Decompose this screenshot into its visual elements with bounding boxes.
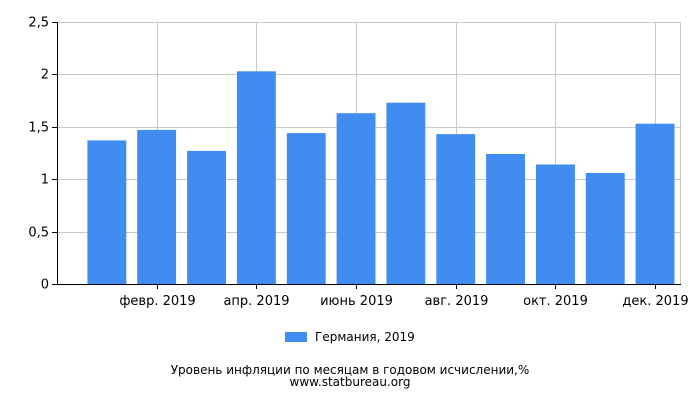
y-axis-tick-labels: 0 0,5 1 1,5 2 2,5 — [28, 16, 49, 293]
y-tick-label-2: 1 — [41, 173, 49, 188]
y-tick-label-1: 0,5 — [28, 226, 49, 241]
bar-9 — [536, 164, 575, 284]
bar-5 — [336, 113, 376, 284]
x-tick-label-2: июнь 2019 — [320, 294, 393, 309]
bar-6 — [386, 102, 426, 284]
x-tick-label-3: авг. 2019 — [425, 294, 489, 309]
chart-legend: Германия, 2019 — [0, 330, 700, 344]
bar-10 — [585, 172, 625, 284]
y-tick-label-3: 1,5 — [28, 121, 49, 136]
bar-7 — [436, 134, 476, 284]
bar-8 — [486, 154, 525, 284]
source-url: www.statbureau.org — [289, 375, 411, 389]
bar-2 — [187, 150, 226, 284]
x-axis-tick-labels: февр. 2019 апр. 2019 июнь 2019 авг. 2019 окт… — [119, 294, 688, 309]
x-tick-label-1: апр. 2019 — [223, 294, 289, 309]
x-tick-label-4: окт. 2019 — [523, 294, 588, 309]
y-tick-label-4: 2 — [41, 68, 49, 83]
x-tick-label-5: дек. 2019 — [622, 294, 688, 309]
bar-4 — [286, 133, 326, 284]
legend-label: Германия, 2019 — [315, 330, 415, 344]
x-tick-label-0: февр. 2019 — [119, 294, 195, 309]
chart-caption: Уровень инфляции по месяцам в годовом ис… — [170, 363, 530, 377]
chart-bars — [87, 71, 675, 284]
legend-swatch — [285, 331, 308, 342]
bar-11 — [635, 123, 675, 284]
bar-3 — [236, 71, 276, 284]
y-tick-label-5: 2,5 — [28, 16, 49, 31]
y-tick-label-0: 0 — [41, 278, 49, 293]
bar-0 — [87, 140, 127, 284]
bar-1 — [137, 129, 177, 284]
chart-axes — [52, 22, 681, 289]
